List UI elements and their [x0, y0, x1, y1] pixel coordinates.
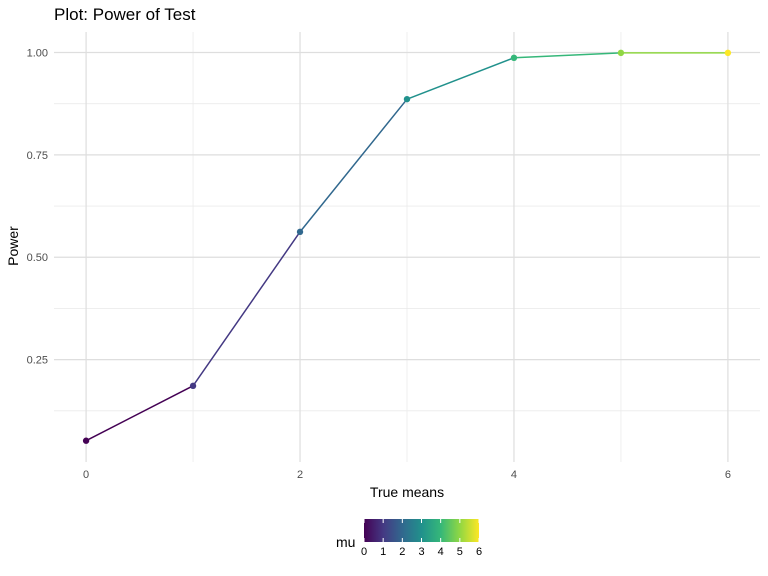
data-point — [617, 49, 625, 57]
y-tick-labels: 0.25 0.50 0.75 1.00 — [27, 47, 48, 366]
series-lines — [85, 52, 729, 442]
data-point — [403, 95, 411, 103]
y-tick-label: 1.00 — [27, 47, 48, 59]
legend-tick-label: 3 — [418, 546, 424, 558]
series-line-segment — [85, 385, 194, 442]
legend-title: mu — [336, 534, 355, 550]
x-tick-label: 4 — [511, 469, 517, 481]
grid-minor — [54, 32, 760, 462]
x-tick-label: 0 — [83, 469, 89, 481]
legend-tick-label: 1 — [380, 546, 386, 558]
x-tick-label: 6 — [725, 469, 731, 481]
series-line-segment — [192, 231, 301, 387]
y-tick-label: 0.75 — [27, 150, 48, 162]
x-axis-title: True means — [370, 484, 444, 500]
chart-title: Plot: Power of Test — [54, 5, 196, 24]
y-tick-label: 0.50 — [27, 252, 48, 264]
series-line-segment — [406, 57, 515, 100]
legend-tick-label: 6 — [476, 546, 482, 558]
legend-tick-label: 4 — [438, 546, 444, 558]
series-line-segment — [513, 52, 622, 59]
x-tick-labels: 0 2 4 6 — [83, 469, 731, 481]
y-tick-label: 0.25 — [27, 355, 48, 367]
legend-tick-labels: 0 1 2 3 4 5 6 — [361, 546, 482, 558]
legend-tick-label: 0 — [361, 546, 367, 558]
data-point — [510, 54, 518, 61]
legend-ticks — [363, 519, 480, 542]
series-line-segment — [299, 98, 408, 233]
y-axis-title: Power — [5, 226, 21, 266]
data-point — [82, 437, 90, 444]
legend-tick-label: 5 — [457, 546, 463, 558]
data-point — [189, 382, 197, 390]
x-tick-label: 2 — [297, 469, 303, 481]
legend-colorbar — [364, 519, 479, 542]
data-point — [296, 228, 304, 236]
color-legend: mu 0 1 2 3 4 5 6 — [336, 519, 482, 558]
legend-tick-label: 2 — [399, 546, 405, 558]
data-point — [724, 49, 732, 57]
series-points — [82, 49, 732, 444]
